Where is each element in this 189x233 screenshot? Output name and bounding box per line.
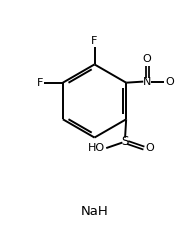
Text: NaH: NaH bbox=[81, 205, 108, 218]
Text: O: O bbox=[145, 143, 154, 153]
Text: O: O bbox=[165, 77, 174, 87]
Text: N: N bbox=[143, 77, 151, 87]
Text: HO: HO bbox=[88, 143, 105, 153]
Text: F: F bbox=[37, 78, 43, 88]
Text: S: S bbox=[121, 135, 129, 148]
Text: F: F bbox=[91, 36, 98, 46]
Text: O: O bbox=[143, 54, 152, 64]
